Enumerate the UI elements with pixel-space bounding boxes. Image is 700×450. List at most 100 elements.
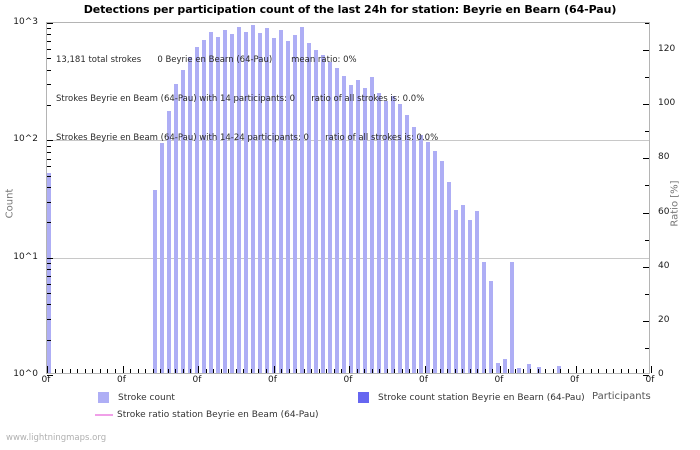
x-axis-tick-label: 0f	[494, 375, 504, 385]
x-axis-tick-mark	[130, 369, 132, 373]
x-axis-tick-mark	[281, 369, 283, 373]
x-axis-tick-mark	[349, 366, 350, 373]
y-axis-right-tick-0: 0	[658, 369, 664, 379]
x-axis-tick-mark	[99, 369, 101, 373]
x-axis-tick-mark	[583, 369, 585, 373]
y-axis-left-tick-mark	[47, 158, 51, 160]
x-axis-tick-mark	[590, 369, 592, 373]
y-axis-left-tick-mark	[47, 49, 51, 51]
bar	[258, 33, 262, 373]
y-axis-right-tick-mark	[645, 239, 649, 241]
x-axis-tick-mark	[54, 369, 56, 373]
y-axis-left-tick-mark	[47, 84, 51, 86]
bar	[419, 135, 423, 373]
x-axis-tick-mark	[409, 369, 411, 373]
legend-item-station-stroke-count[interactable]: Stroke count station Beyrie en Bearn (64…	[358, 392, 585, 403]
y-axis-left-tick-mark	[47, 263, 51, 265]
y-axis-left-tick-mark	[47, 105, 51, 106]
bar	[557, 366, 561, 373]
bar	[160, 143, 164, 373]
bar	[440, 161, 444, 373]
x-axis-tick-mark	[462, 369, 464, 373]
y-axis-left-tick-mark	[47, 283, 51, 285]
x-axis-tick-mark	[484, 369, 486, 373]
y-axis-right-tick-120: 120	[658, 44, 676, 55]
bar	[321, 55, 325, 373]
y-axis-right-tick-mark	[643, 104, 649, 106]
bar	[167, 111, 171, 373]
bar	[300, 27, 304, 373]
bar	[209, 32, 213, 373]
bar	[503, 359, 507, 373]
x-axis-tick-mark	[341, 369, 343, 373]
y-axis-right-tick-mark	[643, 375, 649, 376]
bar	[377, 93, 381, 373]
y-axis-right-labels: 0 20 40 60 80 100 120	[650, 22, 696, 379]
bar	[265, 28, 269, 373]
bar	[475, 211, 479, 373]
bar	[286, 41, 290, 373]
y-axis-left-tick-mark	[47, 319, 51, 321]
bar	[461, 205, 465, 373]
legend-item-stroke-count[interactable]: Stroke count	[98, 392, 175, 403]
x-axis-title: Participants	[592, 391, 651, 402]
bar	[223, 30, 227, 373]
bar	[314, 50, 318, 373]
y-axis-right-tick-mark	[643, 212, 649, 214]
bars-layer	[47, 23, 649, 373]
y-axis-right-tick-40: 40	[658, 260, 670, 271]
y-axis-left-tick-mark	[47, 140, 53, 142]
x-axis-tick-mark	[447, 369, 449, 373]
y-axis-left-tick-mark	[47, 151, 51, 153]
x-axis-tick-mark	[628, 369, 630, 373]
x-axis-tick-mark	[635, 369, 637, 373]
bar	[244, 32, 248, 373]
y-axis-left-title: Count	[4, 188, 16, 219]
x-axis-tick-mark	[454, 369, 456, 373]
x-axis-tick-label: 0f	[192, 375, 202, 385]
bar	[335, 68, 339, 373]
y-axis-left-tick-mark	[47, 28, 51, 30]
x-axis-tick-mark	[303, 369, 305, 373]
x-axis-tick-mark	[364, 369, 366, 373]
x-axis-tick-mark	[47, 366, 48, 373]
y-axis-right-tick-60: 60	[658, 206, 670, 217]
y-axis-left-tick-1: 10^1	[13, 251, 38, 262]
bar	[384, 101, 388, 373]
y-axis-left-tick-2: 10^2	[13, 134, 38, 145]
x-axis-tick-mark	[318, 369, 320, 373]
page-title: Detections per participation count of th…	[83, 3, 617, 16]
y-axis-right-tick-mark	[645, 131, 649, 133]
x-axis-tick-mark	[530, 369, 532, 373]
y-axis-left-tick-mark	[47, 275, 51, 277]
x-axis-tick-mark	[265, 369, 267, 373]
x-axis-tick-mark	[213, 369, 215, 373]
legend-item-stroke-ratio[interactable]: Stroke ratio station Beyrie en Beam (64-…	[95, 410, 319, 420]
bar	[363, 88, 367, 373]
x-axis-tick-mark	[145, 369, 147, 373]
x-axis-tick-mark	[492, 369, 494, 373]
x-axis-tick-mark	[182, 369, 184, 373]
bar	[307, 43, 311, 373]
y-axis-left-tick-0: 10^0	[13, 369, 38, 379]
x-axis-tick-label: 0f	[343, 375, 353, 385]
bar	[527, 364, 531, 373]
x-axis-tick-mark	[92, 369, 94, 373]
bar	[517, 368, 521, 373]
bar	[370, 77, 374, 373]
y-axis-right-tick-mark	[643, 50, 649, 52]
y-axis-right-tick-mark	[645, 23, 649, 24]
x-axis-tick-mark	[500, 366, 501, 373]
bar	[47, 173, 51, 373]
y-axis-left-tick-mark	[47, 34, 51, 36]
x-axis-tick-mark	[205, 369, 207, 373]
x-axis-tick-mark	[77, 369, 79, 373]
bar	[174, 84, 178, 373]
y-axis-left-tick-mark	[47, 257, 53, 259]
bar	[426, 142, 430, 373]
x-axis-tick-mark	[333, 369, 335, 373]
y-axis-left-tick-mark	[47, 23, 53, 24]
x-axis-tick-label: 0f	[41, 375, 51, 385]
y-axis-right-tick-mark	[645, 347, 649, 349]
y-axis-right-tick-mark	[645, 77, 649, 79]
